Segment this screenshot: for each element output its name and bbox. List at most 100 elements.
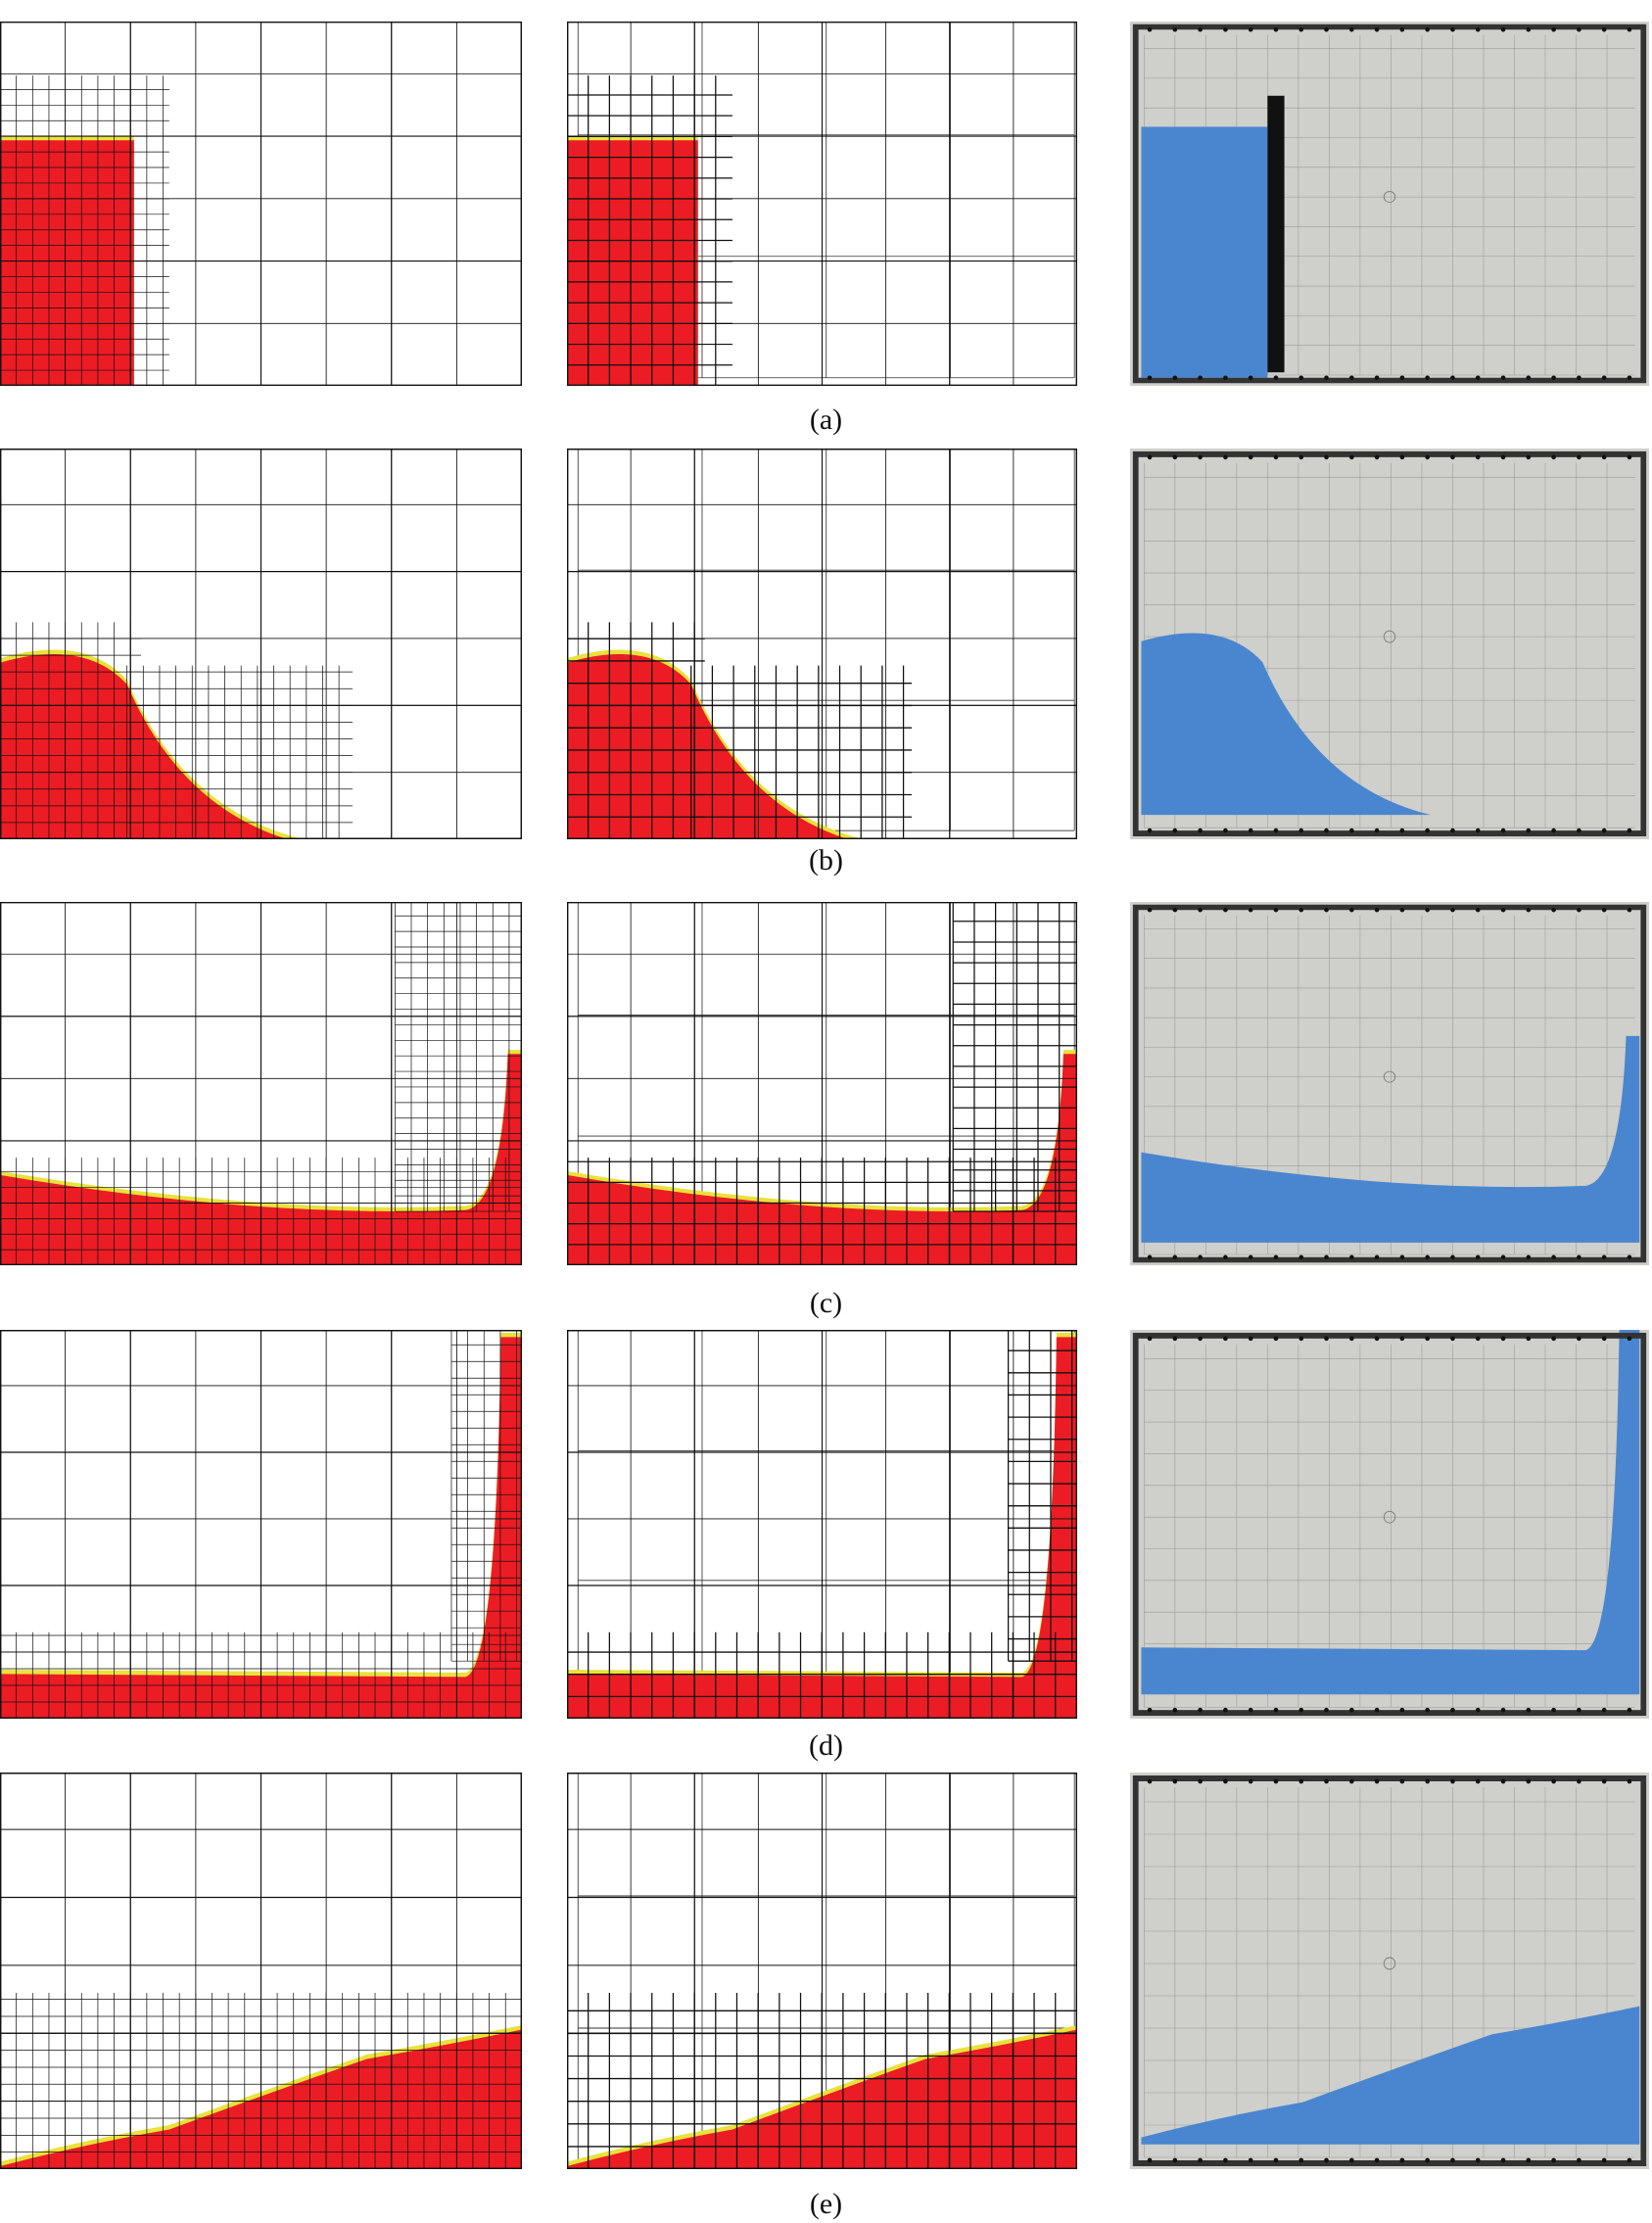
- frame-bolt: [1425, 908, 1430, 913]
- 3d-adaptive-mesh: [567, 22, 1077, 386]
- 2d-adaptive-mesh: [0, 1330, 522, 1719]
- frame-bolt: [1627, 27, 1632, 32]
- frame-bolt: [1577, 454, 1581, 460]
- frame-bolt: [1627, 454, 1632, 460]
- frame-bolt: [1172, 1254, 1178, 1259]
- frame-bolt: [1374, 2157, 1380, 2163]
- 3d-adaptive-mesh-panel: [567, 22, 1077, 386]
- frame-bolt: [1324, 1778, 1329, 1784]
- frame-bolt: [1248, 1254, 1253, 1259]
- frame-bolt: [1500, 1778, 1506, 1784]
- frame-bolt: [1147, 27, 1153, 32]
- frame-bolt: [1223, 828, 1228, 833]
- frame-bolt: [1147, 908, 1153, 913]
- frame-bolt: [1601, 908, 1607, 913]
- frame-bolt: [1601, 1707, 1607, 1713]
- frame-bolt: [1500, 1254, 1506, 1259]
- frame-bolt: [1374, 1254, 1380, 1259]
- frame-bolt: [1374, 1707, 1380, 1713]
- refined-mesh: [1007, 1330, 1077, 1662]
- subfigure-e: [0, 1773, 1652, 2169]
- frame-bolt: [1147, 454, 1153, 460]
- frame-bolt: [1425, 2157, 1430, 2163]
- frame-bolt: [1601, 375, 1607, 380]
- frame-bolt: [1425, 375, 1430, 380]
- frame-bolt: [1273, 2157, 1279, 2163]
- fluid-region: [0, 1337, 522, 1719]
- frame-bolt: [1273, 454, 1279, 460]
- 2d-adaptive-mesh-panel: [0, 902, 522, 1265]
- frame-bolt: [1223, 1778, 1228, 1784]
- frame-bolt: [1450, 1254, 1455, 1259]
- frame-bolt: [1248, 454, 1253, 460]
- water-column: [1141, 126, 1268, 378]
- refined-mesh: [0, 1632, 522, 1719]
- frame-bolt: [1172, 1707, 1178, 1713]
- frame-bolt: [1172, 375, 1178, 380]
- domain-boundary: [0, 1773, 522, 2169]
- tank-frame: [1132, 24, 1647, 384]
- frame-bolt: [1450, 2157, 1455, 2163]
- frame-bolt: [1450, 908, 1455, 913]
- 3d-adaptive-mesh-panel: [567, 449, 1077, 839]
- frame-bolt: [1425, 1707, 1430, 1713]
- 3d-adaptive-mesh: [567, 1330, 1077, 1719]
- frame-bolt: [1526, 375, 1532, 380]
- frame-bolt: [1248, 1336, 1253, 1342]
- frame-bolt: [1298, 454, 1304, 460]
- frame-bolt: [1577, 1707, 1581, 1713]
- frame-bolt: [1577, 1336, 1581, 1342]
- frame-bolt: [1526, 27, 1532, 32]
- fluid-region: [567, 654, 849, 839]
- frame-bolt: [1500, 27, 1506, 32]
- frame-bolt: [1298, 1336, 1304, 1342]
- frame-bolt: [1147, 828, 1153, 833]
- frame-bolt: [1577, 2157, 1581, 2163]
- frame-bolt: [1475, 454, 1481, 460]
- frame-bolt: [1374, 908, 1380, 913]
- frame-bolt: [1450, 1336, 1455, 1342]
- refined-mesh: [567, 75, 732, 386]
- frame-bolt: [1450, 454, 1455, 460]
- frame-bolt: [1198, 828, 1203, 833]
- frame-bolt: [1526, 1778, 1532, 1784]
- frame-bolt: [1223, 375, 1228, 380]
- frame-bolt: [1627, 908, 1632, 913]
- frame-bolt: [1273, 828, 1279, 833]
- frame-bolt: [1551, 908, 1556, 913]
- refined-mesh: [567, 622, 705, 839]
- refined-mesh: [126, 665, 354, 839]
- water: [1141, 633, 1432, 816]
- 3d-adaptive-mesh-panel: [567, 1773, 1077, 2169]
- 2d-adaptive-mesh-panel: [0, 22, 522, 386]
- frame-bolt: [1223, 1254, 1228, 1259]
- frame-bolt: [1399, 1336, 1405, 1342]
- frame-bolt: [1551, 1336, 1556, 1342]
- tank-frame: [1132, 450, 1647, 837]
- experiment-photo-panel: [1130, 449, 1649, 839]
- frame-bolt: [1627, 375, 1632, 380]
- frame-bolt: [1223, 908, 1228, 913]
- frame-bolt: [1450, 828, 1455, 833]
- experiment-photo: [1130, 449, 1649, 839]
- frame-bolt: [1273, 1707, 1279, 1713]
- subfigure-label: (a): [809, 403, 843, 436]
- 2d-adaptive-mesh: [0, 902, 522, 1265]
- frame-bolt: [1248, 2157, 1253, 2163]
- 3d-adaptive-mesh: [567, 449, 1077, 839]
- subfigure-d: [0, 1330, 1652, 1719]
- frame-bolt: [1324, 27, 1329, 32]
- frame-bolt: [1198, 375, 1203, 380]
- frame-bolt: [1450, 1778, 1455, 1784]
- frame-bolt: [1324, 454, 1329, 460]
- frame-bolt: [1324, 908, 1329, 913]
- frame-bolt: [1425, 454, 1430, 460]
- frame-bolt: [1601, 828, 1607, 833]
- frame-bolt: [1526, 1707, 1532, 1713]
- frame-bolt: [1172, 1778, 1178, 1784]
- frame-bolt: [1475, 828, 1481, 833]
- frame-bolt: [1172, 454, 1178, 460]
- frame-bolt: [1172, 828, 1178, 833]
- tank-frame: [1132, 904, 1647, 1263]
- frame-bolt: [1627, 1336, 1632, 1342]
